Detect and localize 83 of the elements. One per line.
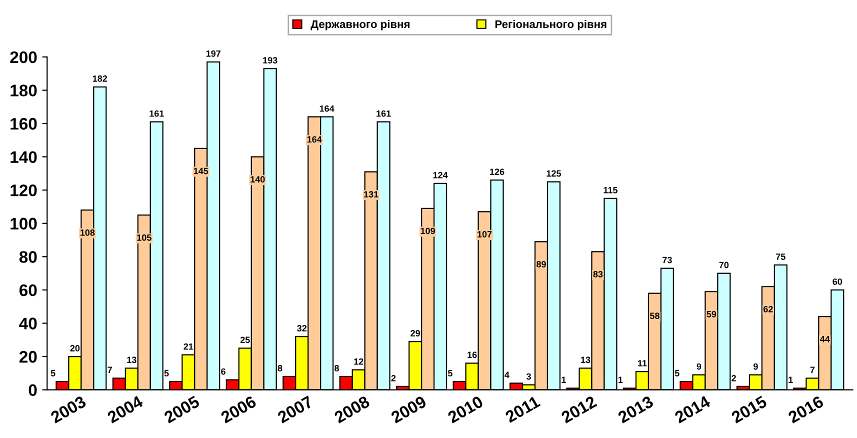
data-label: 5 <box>164 370 169 376</box>
x-tick-label: 2008 <box>333 395 371 424</box>
y-tick-label: 100 <box>10 218 37 230</box>
data-label: 7 <box>810 366 815 373</box>
data-label: 29 <box>410 330 420 336</box>
data-label: 7 <box>108 366 112 373</box>
data-label: 140 <box>250 176 265 183</box>
y-tick-label: 160 <box>10 118 37 130</box>
data-label: 124 <box>433 172 448 178</box>
data-label: 25 <box>240 336 250 344</box>
data-label: 1 <box>562 376 566 383</box>
x-tick-label: 2016 <box>787 395 824 424</box>
data-label: 83 <box>593 271 603 278</box>
data-label: 131 <box>364 191 378 198</box>
data-label: 21 <box>184 343 194 350</box>
data-label: 13 <box>127 356 136 364</box>
x-tick-label: 2013 <box>617 395 654 424</box>
data-label: 125 <box>546 170 562 177</box>
y-tick-label: 140 <box>10 151 37 164</box>
data-label: 115 <box>604 187 618 194</box>
y-tick-label: 20 <box>19 350 37 363</box>
data-label: 62 <box>763 306 773 312</box>
data-label: 2 <box>391 374 396 382</box>
data-label: 32 <box>297 325 307 332</box>
data-label: 3 <box>526 373 531 380</box>
x-tick-label: 2009 <box>390 395 428 424</box>
y-tick-label: 40 <box>19 318 37 330</box>
data-label: 60 <box>832 278 842 285</box>
data-label: 161 <box>150 110 164 117</box>
x-tick-label: 2004 <box>106 395 144 424</box>
y-tick-label: 200 <box>10 51 37 64</box>
data-label: 75 <box>776 254 786 260</box>
data-label: 5 <box>50 370 56 376</box>
data-label: 105 <box>137 234 152 241</box>
data-label: 89 <box>536 261 546 268</box>
data-label: 1 <box>788 376 793 383</box>
data-label: 161 <box>376 110 391 117</box>
data-label: 5 <box>448 370 452 376</box>
data-label: 11 <box>638 360 647 366</box>
data-label: 193 <box>263 57 278 64</box>
data-label: 12 <box>354 358 364 365</box>
data-label: 182 <box>92 75 108 82</box>
data-label: 107 <box>478 231 492 238</box>
x-tick-label: 2012 <box>560 395 598 424</box>
data-label: 16 <box>468 352 477 358</box>
x-tick-label: 2005 <box>163 395 200 424</box>
data-label: 4 <box>504 372 510 378</box>
x-tick-label: 2014 <box>674 395 712 424</box>
data-label: 6 <box>221 368 226 375</box>
x-tick-label: 2015 <box>730 395 768 424</box>
data-label: 126 <box>490 168 504 175</box>
data-label: 8 <box>278 365 282 372</box>
data-label: 44 <box>820 336 830 342</box>
y-tick-label: 0 <box>28 384 37 396</box>
x-tick-label: 2007 <box>276 395 314 424</box>
data-label: 20 <box>70 345 80 352</box>
legend-label: Регіонального рівня <box>495 20 606 30</box>
y-tick-label: 120 <box>10 184 37 196</box>
data-label: 5 <box>674 370 680 376</box>
data-label: 109 <box>420 228 435 234</box>
y-tick-label: 80 <box>19 251 37 263</box>
data-label: 164 <box>307 136 322 143</box>
data-label: 145 <box>194 168 208 174</box>
data-label: 9 <box>696 363 702 370</box>
y-tick-label: 60 <box>19 284 37 296</box>
x-tick-label: 2011 <box>504 395 541 424</box>
data-label: 164 <box>320 105 334 112</box>
data-label: 59 <box>706 310 716 318</box>
data-label: 197 <box>206 50 220 57</box>
data-label: 108 <box>80 229 95 236</box>
data-label: 1 <box>618 376 623 383</box>
x-tick-label: 2006 <box>220 395 257 424</box>
x-tick-label: 2003 <box>50 395 87 424</box>
data-label: 8 <box>334 365 339 372</box>
legend-label: Державного рівня <box>310 20 410 30</box>
y-tick-label: 180 <box>10 84 37 96</box>
data-label: 2 <box>732 374 736 382</box>
data-label: 58 <box>650 312 660 320</box>
data-label: 73 <box>662 256 672 264</box>
x-tick-label: 2010 <box>446 395 484 424</box>
data-label: 13 <box>581 356 590 364</box>
data-label: 9 <box>754 363 758 370</box>
data-label: 70 <box>719 262 729 268</box>
